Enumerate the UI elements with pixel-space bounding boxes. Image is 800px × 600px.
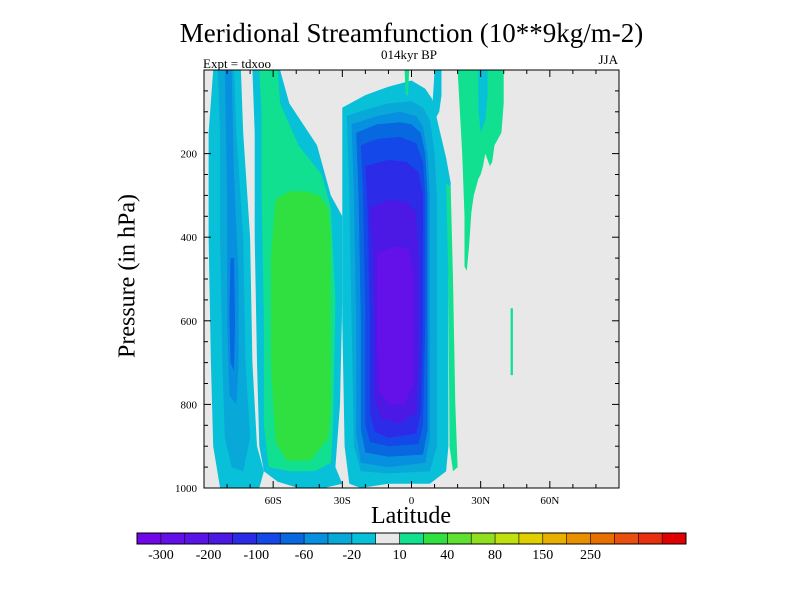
chart-subtitle: 014kyr BP xyxy=(381,47,437,62)
colorbar-swatch xyxy=(447,533,472,544)
contour-regions xyxy=(208,70,513,488)
season-label: JJA xyxy=(598,52,618,67)
colorbar-swatch xyxy=(280,533,305,544)
colorbar-swatch xyxy=(542,533,567,544)
northern-upper-cyan xyxy=(478,70,488,133)
colorbar-label: 150 xyxy=(532,548,553,563)
colorbar-swatch xyxy=(256,533,281,544)
colorbar-swatch xyxy=(232,533,257,544)
colorbar-swatch xyxy=(662,533,687,544)
colorbar-swatch xyxy=(471,533,496,544)
colorbar-label: 40 xyxy=(440,548,454,563)
experiment-label: Expt = tdxoo xyxy=(203,56,271,71)
y-tick-label: 200 xyxy=(181,149,198,161)
x-tick-label: 60S xyxy=(265,495,282,507)
colorbar: -300 -200 -100 -60 -20 10 40 80 150 250 xyxy=(136,532,687,563)
colorbar-label: 80 xyxy=(488,548,502,563)
x-tick-label: 30N xyxy=(471,495,490,507)
equatorial-upper-green xyxy=(404,70,410,96)
southern-blue-core xyxy=(229,258,236,371)
colorbar-swatch xyxy=(590,533,615,544)
colorbar-swatch xyxy=(399,533,424,544)
colorbar-label: -60 xyxy=(295,548,314,563)
colorbar-swatch xyxy=(160,533,186,544)
colorbar-swatch xyxy=(327,533,353,544)
colorbar-swatch xyxy=(304,533,329,544)
colorbar-swatch xyxy=(518,533,544,544)
colorbar-swatch xyxy=(423,533,448,544)
southern-mid-blue-cell xyxy=(224,70,239,405)
x-tick-label: 30S xyxy=(334,495,351,507)
colorbar-label: -100 xyxy=(243,548,269,563)
y-tick-label: 800 xyxy=(181,399,198,411)
hadley-core xyxy=(376,245,414,405)
colorbar-swatch xyxy=(566,533,591,544)
y-tick-label: 1000 xyxy=(175,483,198,495)
colorbar-swatch xyxy=(638,533,663,544)
axes: 60S 30S 0 30N 60N 200 400 600 800 1000 xyxy=(175,70,619,507)
y-tick-label: 400 xyxy=(181,232,198,244)
colorbar-label: -200 xyxy=(196,548,222,563)
y-tick-label: 600 xyxy=(181,316,198,328)
colorbar-swatch xyxy=(614,533,639,544)
colorbar-label: -300 xyxy=(148,548,174,563)
x-axis-label: Latitude xyxy=(371,503,451,529)
x-tick-label: 0 xyxy=(409,495,415,507)
colorbar-swatch xyxy=(495,533,520,544)
colorbar-label: 250 xyxy=(580,548,601,563)
northern-upper-green xyxy=(457,70,504,271)
northern-green-sliver xyxy=(510,308,513,376)
equatorial-upper-cyan xyxy=(432,70,442,121)
colorbar-label: 10 xyxy=(393,548,407,563)
colorbar-swatch xyxy=(375,533,400,544)
colorbar-swatch xyxy=(137,533,162,544)
colorbar-swatch xyxy=(184,533,209,544)
colorbar-frame xyxy=(136,532,687,545)
northern-thin-green xyxy=(446,182,458,472)
colorbar-swatch xyxy=(208,533,233,544)
ferrel-core xyxy=(270,191,331,461)
chart-title: Meridional Streamfunction (10**9kg/m-2) xyxy=(179,18,644,48)
colorbar-swatch xyxy=(351,533,376,544)
colorbar-label: -20 xyxy=(342,548,361,563)
x-tick-label: 60N xyxy=(540,495,559,507)
